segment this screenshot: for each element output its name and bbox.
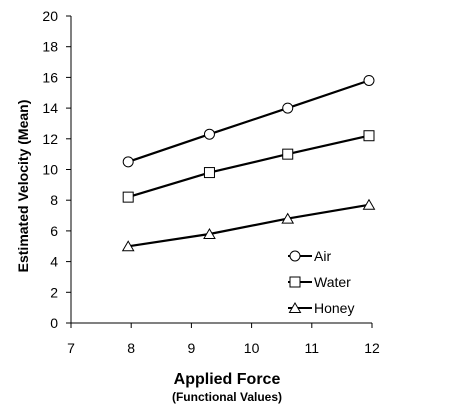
y-tick-label: 4 (50, 254, 58, 270)
series-honey-line (128, 203, 370, 248)
series-air-point (363, 74, 375, 86)
legend: Air Water Honey (288, 248, 354, 316)
x-axis: 7 8 9 10 11 12 (67, 323, 380, 356)
x-tick-label: 10 (244, 340, 260, 356)
y-tick-label: 20 (42, 8, 58, 24)
y-tick-label: 18 (42, 39, 58, 55)
legend-water-marker (289, 276, 301, 288)
y-tick-label: 8 (50, 192, 58, 208)
y-tick-label: 16 (42, 69, 58, 85)
y-tick-label: 2 (50, 284, 58, 300)
series-honey-point (203, 227, 216, 239)
legend-honey-label: Honey (314, 300, 354, 316)
series-honey-point (362, 198, 376, 210)
x-tick-label: 8 (127, 340, 135, 356)
legend-water-label: Water (314, 274, 351, 290)
series-water-point (282, 148, 294, 160)
y-tick-label: 6 (50, 223, 58, 239)
x-tick-label: 9 (188, 340, 196, 356)
series-air-point (203, 128, 215, 140)
series-water-line (127, 134, 370, 199)
y-tick-label: 10 (42, 162, 58, 178)
series-water (122, 130, 375, 203)
series-air-point (282, 102, 294, 114)
y-tick-label: 14 (42, 100, 58, 116)
series-air (122, 74, 375, 168)
series-water-point (203, 167, 215, 179)
series-honey-point (121, 240, 135, 252)
series-water-point (122, 191, 134, 203)
y-axis: 0 2 4 6 8 10 12 14 16 18 20 (42, 8, 71, 331)
x-tick-label: 11 (305, 340, 320, 356)
series-water-point (363, 130, 375, 142)
series-honey-point (281, 212, 295, 224)
x-axis-title: Applied Force (174, 371, 281, 388)
legend-honey-marker (288, 302, 302, 313)
legend-air-marker (289, 250, 301, 262)
x-tick-label: 7 (67, 340, 75, 356)
y-axis-title: Estimated Velocity (Mean) (15, 100, 31, 273)
series-honey (121, 198, 376, 252)
y-tick-label: 12 (42, 131, 58, 147)
legend-air-label: Air (314, 248, 331, 264)
series-layer (121, 74, 376, 252)
y-tick-label: 0 (50, 315, 58, 331)
series-air-point (122, 156, 134, 168)
x-axis-subtitle: (Functional Values) (172, 390, 282, 404)
series-air-line (127, 79, 370, 163)
x-tick-label: 12 (364, 340, 380, 356)
